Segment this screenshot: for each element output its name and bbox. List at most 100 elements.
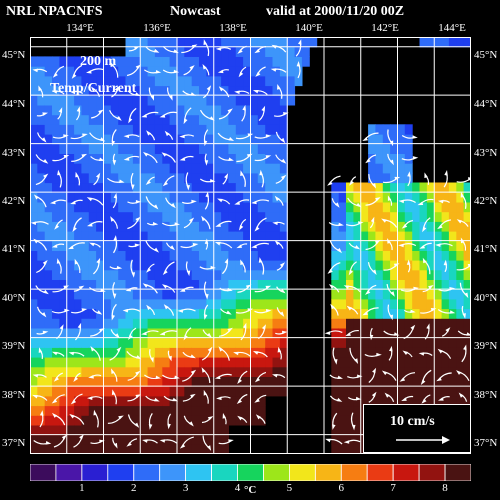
vector-arrowhead <box>389 159 394 166</box>
temperature-cell <box>338 260 347 271</box>
temperature-cell <box>103 104 112 116</box>
temperature-cell <box>154 172 163 184</box>
temperature-cell <box>346 260 354 271</box>
temperature-cell <box>265 221 274 232</box>
vector-arrowhead <box>466 332 471 336</box>
temperature-cell <box>338 182 347 193</box>
temperature-cell <box>125 424 134 436</box>
temperature-cell <box>103 289 112 300</box>
temperature-cell <box>44 424 53 436</box>
temperature-cell <box>235 153 244 164</box>
vector-scale-box: 10 cm/s <box>363 404 471 453</box>
temperature-cell <box>37 415 46 426</box>
temperature-cell <box>81 327 90 339</box>
temperature-cell <box>221 56 229 67</box>
temperature-cell <box>221 37 229 48</box>
temperature-cell <box>279 386 288 397</box>
temperature-cell <box>456 37 465 48</box>
temperature-cell <box>463 231 471 242</box>
temperature-cell <box>59 75 68 87</box>
temperature-cell <box>66 172 75 184</box>
temperature-cell <box>331 337 340 348</box>
temperature-cell <box>228 75 237 87</box>
temperature-cell <box>81 124 90 135</box>
temperature-cell <box>132 182 141 193</box>
temperature-cell <box>434 395 443 407</box>
valid-time: valid at 2000/11/20 00Z <box>266 4 405 19</box>
temperature-cell <box>228 46 237 57</box>
temperature-cell <box>30 172 38 184</box>
temperature-cell <box>265 211 274 222</box>
vector-arrowhead <box>56 258 61 264</box>
temperature-cell <box>110 114 119 125</box>
temperature-cell <box>412 327 421 339</box>
temperature-cell <box>265 201 274 213</box>
temperature-cell <box>426 337 435 348</box>
temperature-cell <box>88 424 97 436</box>
temperature-cell <box>368 318 376 329</box>
temperature-cell <box>125 221 134 232</box>
temperature-cell <box>228 327 237 339</box>
temperature-cell <box>191 347 200 358</box>
temperature-cell <box>243 221 251 232</box>
temperature-cell <box>426 192 435 203</box>
temperature-cell <box>368 386 376 397</box>
temperature-cell <box>404 386 413 397</box>
temperature-cell <box>96 279 104 290</box>
temperature-cell <box>44 405 53 416</box>
temperature-cell <box>132 337 141 348</box>
temperature-cell <box>140 405 149 416</box>
temperature-cell <box>184 37 193 48</box>
temperature-cell <box>169 376 178 387</box>
temperature-cell <box>66 221 75 232</box>
temperature-cell <box>199 347 207 358</box>
temperature-cell <box>132 172 141 184</box>
vector-arrowhead <box>343 285 350 289</box>
temperature-cell <box>140 104 149 116</box>
temperature-cell <box>382 240 391 251</box>
temperature-cell <box>88 95 97 106</box>
lat-label: 40°N <box>2 292 26 304</box>
temperature-cell <box>360 240 369 251</box>
temperature-cell <box>199 172 207 184</box>
temperature-cell <box>257 153 266 164</box>
temperature-cell <box>213 37 222 48</box>
temperature-cell <box>463 298 471 310</box>
temperature-cell <box>96 56 104 67</box>
temperature-cell <box>463 395 471 407</box>
temperature-cell <box>154 250 163 261</box>
vector-arrowhead <box>330 303 335 310</box>
temperature-cell <box>59 260 68 271</box>
temperature-cell <box>66 153 75 164</box>
temperature-cell <box>74 153 82 164</box>
temperature-cell <box>162 260 171 271</box>
temperature-cell <box>375 250 384 261</box>
temperature-cell <box>353 337 362 348</box>
temperature-cell <box>30 240 38 251</box>
vector-arrowhead <box>436 377 442 382</box>
temperature-cell <box>110 298 119 310</box>
vector-arrowhead <box>277 346 282 353</box>
vector-arrowhead <box>283 112 289 116</box>
temperature-cell <box>199 231 207 242</box>
temperature-cell <box>177 308 185 319</box>
temperature-cell <box>346 415 354 426</box>
temperature-cell <box>44 172 53 184</box>
temperature-cell <box>154 337 163 348</box>
temperature-cell <box>346 182 354 193</box>
temperature-cell <box>279 269 288 280</box>
temperature-cell <box>59 318 68 329</box>
temperature-cell <box>169 337 178 348</box>
temperature-cell <box>147 192 156 203</box>
temperature-cell <box>213 124 222 135</box>
vector-arrowhead <box>116 265 123 270</box>
temperature-cell <box>397 250 406 261</box>
lon-label: 136°E <box>143 22 171 34</box>
temperature-cell <box>147 250 156 261</box>
vector-arrowhead <box>61 434 67 440</box>
vector-arrowhead <box>254 398 260 403</box>
temperature-cell <box>52 56 60 67</box>
vector-arrowhead <box>247 308 254 312</box>
temperature-cell <box>66 405 75 416</box>
temperature-cell <box>243 327 251 339</box>
